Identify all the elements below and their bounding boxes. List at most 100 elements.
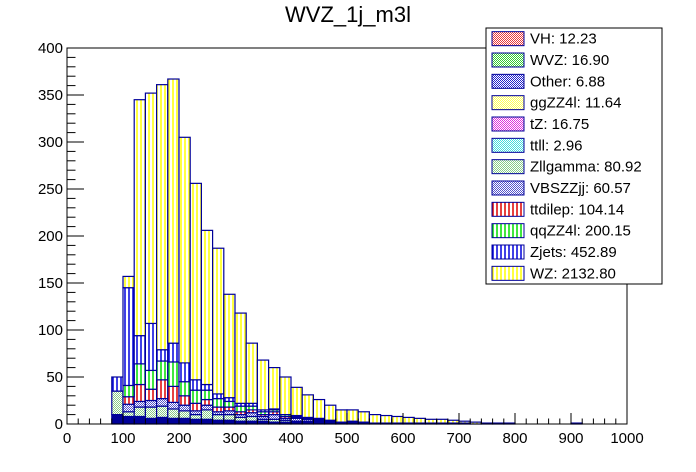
legend-entry: ttdilep: 104.14	[491, 201, 624, 218]
bar	[133, 400, 146, 408]
bar	[156, 398, 169, 407]
legend-entry: WVZ: 16.90	[491, 52, 609, 69]
legend-swatch	[491, 244, 525, 260]
legend-swatch	[491, 201, 525, 217]
legend-entry: qqZZ4l: 200.15	[491, 223, 631, 240]
bar	[458, 420, 471, 424]
legend-swatch	[491, 116, 525, 132]
bar	[156, 360, 169, 381]
bar	[189, 389, 202, 404]
bar	[156, 405, 169, 419]
bar	[200, 383, 214, 391]
bar	[111, 414, 124, 425]
bar	[178, 362, 191, 383]
y-tick-label: 150	[38, 275, 63, 292]
legend-entry: Zllgamma: 80.92	[491, 159, 642, 176]
bar	[133, 406, 146, 418]
bar	[167, 361, 180, 387]
legend-label: Zllgamma: 80.92	[530, 159, 642, 176]
legend-entry: ggZZ4l: 11.64	[491, 95, 621, 112]
bar	[436, 418, 449, 424]
x-tick-label: 0	[63, 430, 71, 447]
y-tick-label: 300	[38, 134, 63, 151]
bar	[167, 78, 180, 344]
y-tick-label: 100	[38, 322, 63, 339]
bar	[122, 396, 135, 405]
x-tick-label: 800	[502, 430, 527, 447]
bar	[133, 335, 146, 365]
bar	[133, 99, 146, 337]
x-tick-label: 700	[446, 430, 471, 447]
y-tick-label: 0	[55, 416, 63, 433]
bar	[212, 393, 225, 400]
bar	[268, 367, 281, 410]
x-tick-label: 500	[334, 430, 359, 447]
legend-label: WZ: 2132.80	[530, 265, 616, 282]
legend-box	[485, 27, 663, 285]
legend-label: ttll: 2.96	[530, 137, 583, 154]
bar	[223, 400, 236, 408]
y-tick-label: 250	[38, 181, 63, 198]
legend-label: Other: 6.88	[530, 73, 605, 90]
y-tick-label: 200	[38, 228, 63, 245]
legend-label: tZ: 16.75	[530, 116, 589, 133]
bar	[167, 408, 180, 419]
x-tick-label: 900	[558, 430, 583, 447]
legend-label: Zjets: 452.89	[530, 244, 617, 261]
x-tick-label: 1000	[610, 430, 643, 447]
legend-entry: WZ: 2132.80	[491, 265, 616, 282]
bar	[144, 388, 158, 402]
bar	[144, 369, 158, 390]
legend-swatch	[491, 31, 525, 47]
legend-label: VBSZZjj: 60.57	[530, 180, 631, 197]
legend-swatch	[491, 265, 525, 281]
y-tick-label: 350	[38, 87, 63, 104]
x-tick-label: 100	[110, 430, 135, 447]
bar	[178, 404, 191, 412]
bar	[245, 342, 258, 404]
bar	[335, 409, 348, 423]
bar	[144, 399, 158, 408]
bar	[189, 414, 202, 420]
bar	[144, 417, 158, 425]
bar	[144, 322, 158, 372]
legend-entry: Zjets: 452.89	[491, 244, 617, 261]
bar	[413, 417, 427, 424]
bar	[380, 414, 393, 424]
bar	[268, 414, 281, 420]
legend-swatch	[491, 159, 525, 175]
legend-swatch	[491, 180, 525, 196]
bar	[346, 409, 359, 422]
bar	[234, 405, 247, 413]
bar	[223, 293, 236, 399]
bar	[234, 312, 247, 404]
bar	[178, 395, 191, 406]
bar	[200, 418, 214, 425]
bar	[156, 349, 169, 362]
bar	[133, 383, 146, 403]
bar	[424, 418, 438, 424]
bar	[122, 403, 135, 413]
bar	[212, 398, 225, 408]
legend-label: qqZZ4l: 200.15	[530, 223, 631, 240]
bar	[122, 415, 135, 425]
legend-label: VH: 12.23	[530, 31, 597, 48]
stacked-bars	[111, 78, 583, 425]
bar	[312, 398, 326, 419]
bar	[189, 182, 202, 381]
bar	[402, 416, 415, 424]
y-tick-label: 50	[46, 369, 63, 386]
y-tick-label: 400	[38, 40, 63, 57]
bar	[447, 419, 460, 424]
bar	[189, 379, 202, 391]
legend-swatch	[491, 52, 525, 68]
x-tick-label: 200	[166, 430, 191, 447]
bar	[200, 409, 214, 420]
bar	[156, 379, 169, 400]
bar	[122, 411, 135, 418]
bar	[133, 363, 146, 386]
bar	[144, 92, 158, 325]
bar	[290, 386, 303, 417]
bar	[279, 376, 292, 416]
bar	[245, 415, 258, 422]
